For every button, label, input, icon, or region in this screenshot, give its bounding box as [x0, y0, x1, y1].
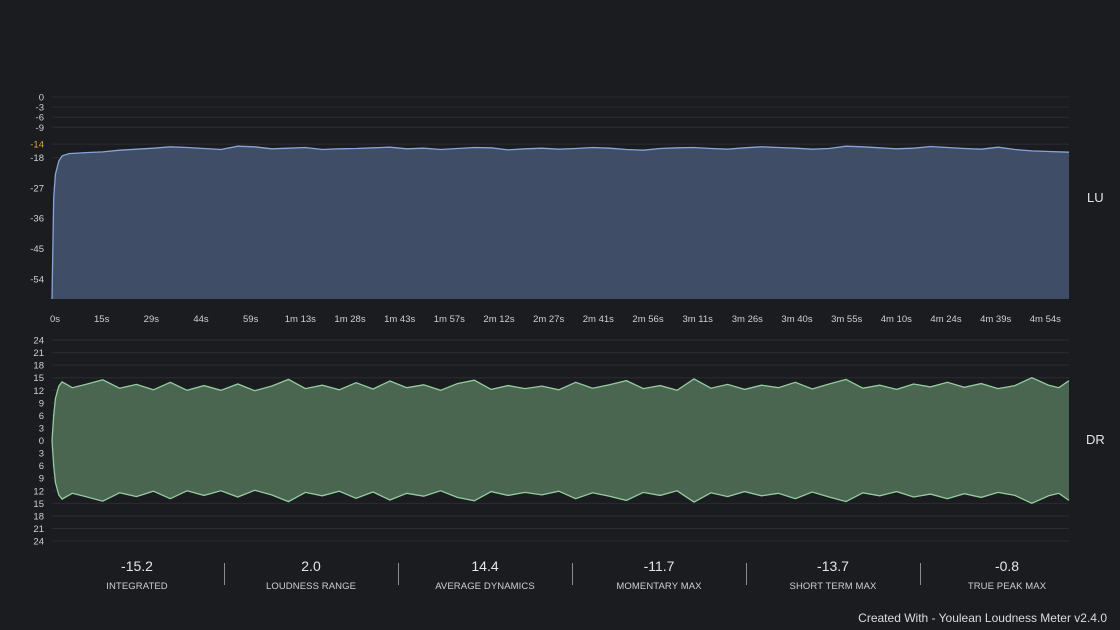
x-tick-label: 4m 54s: [1030, 314, 1061, 325]
x-tick-label: 44s: [193, 314, 209, 325]
lu-y-tick-label: -6: [36, 113, 44, 124]
lu-y-tick-label: -18: [30, 153, 44, 164]
dr-y-tick-label: 9: [39, 398, 44, 409]
dr-y-tick-label: 24: [33, 537, 44, 548]
dr-y-tick-label: 21: [33, 524, 44, 535]
dr-y-tick-label: 24: [33, 336, 44, 347]
x-tick-label: 3m 26s: [732, 314, 763, 325]
x-tick-label: 1m 57s: [434, 314, 465, 325]
lu-y-tick-label: -27: [30, 183, 44, 194]
x-tick-label: 3m 11s: [682, 314, 713, 325]
stat-loudness-range: 2.0 LOUDNESS RANGE: [224, 558, 398, 592]
lu-y-tick-label: -14: [30, 140, 44, 151]
dr-y-tick-label: 21: [33, 348, 44, 359]
stat-value: 2.0: [301, 558, 321, 574]
dr-y-tick-label: 12: [33, 486, 44, 497]
dr-y-tick-label: 3: [39, 449, 44, 460]
x-tick-label: 3m 40s: [781, 314, 812, 325]
divider: [920, 563, 921, 585]
divider: [224, 563, 225, 585]
dr-y-tick-label: 6: [39, 461, 44, 472]
dr-unit-label: DR: [1086, 432, 1105, 447]
stat-value: -0.8: [994, 558, 1020, 574]
stat-label: INTEGRATED: [106, 581, 168, 592]
lu-y-tick-label: -3: [36, 103, 44, 114]
x-tick-label: 2m 12s: [483, 314, 514, 325]
stat-value: -13.7: [817, 558, 849, 574]
lu-y-tick-label: -36: [30, 214, 44, 225]
x-tick-label: 4m 10s: [881, 314, 912, 325]
x-tick-label: 4m 39s: [980, 314, 1011, 325]
dr-y-tick-label: 12: [33, 386, 44, 397]
x-tick-label: 15s: [94, 314, 110, 325]
x-tick-label: 2m 27s: [533, 314, 564, 325]
dr-upper-line: [51, 376, 1070, 441]
dr-lower-line: [51, 440, 1070, 505]
dr-y-tick-label: 0: [39, 436, 44, 447]
stat-value: -11.7: [643, 558, 675, 574]
footer-credit: Created With - Youlean Loudness Meter v2…: [858, 611, 1107, 625]
dr-area: [52, 377, 1069, 504]
stat-true-peak-max: -0.8 TRUE PEAK MAX: [920, 558, 1094, 592]
dr-y-tick-label: 18: [33, 511, 44, 522]
stat-label: SHORT TERM MAX: [789, 581, 877, 592]
stat-integrated: -15.2 INTEGRATED: [50, 558, 224, 592]
stat-label: MOMENTARY MAX: [616, 581, 702, 592]
lu-area: [52, 146, 1069, 299]
stat-label: TRUE PEAK MAX: [967, 581, 1047, 592]
dr-y-tick-label: 3: [39, 423, 44, 434]
stat-value: -15.2: [121, 558, 153, 574]
lu-y-tick-label: -54: [30, 274, 44, 285]
divider: [746, 563, 747, 585]
x-tick-label: 2m 56s: [632, 314, 663, 325]
dr-y-tick-label: 15: [33, 499, 44, 510]
x-tick-label: 3m 55s: [831, 314, 862, 325]
x-tick-label: 1m 43s: [384, 314, 415, 325]
dr-y-tick-label: 9: [39, 474, 44, 485]
stat-label: AVERAGE DYNAMICS: [435, 581, 535, 592]
dr-y-tick-label: 15: [33, 373, 44, 384]
lu-y-tick-label: 0: [39, 93, 44, 104]
x-tick-label: 59s: [243, 314, 259, 325]
divider: [572, 563, 573, 585]
divider: [398, 563, 399, 585]
x-tick-label: 2m 41s: [583, 314, 614, 325]
x-tick-label: 4m 24s: [930, 314, 961, 325]
x-tick-label: 0s: [50, 314, 60, 325]
lu-y-tick-label: -45: [30, 244, 44, 255]
stat-short-term-max: -13.7 SHORT TERM MAX: [746, 558, 920, 592]
lu-y-tick-label: -9: [36, 123, 44, 134]
stat-average-dynamics: 14.4 AVERAGE DYNAMICS: [398, 558, 572, 592]
dr-y-tick-label: 18: [33, 361, 44, 372]
lu-unit-label: LU: [1087, 190, 1104, 205]
x-tick-label: 29s: [144, 314, 160, 325]
stat-momentary-max: -11.7 MOMENTARY MAX: [572, 558, 746, 592]
stat-value: 14.4: [471, 558, 499, 574]
dr-y-tick-label: 6: [39, 411, 44, 422]
stat-label: LOUDNESS RANGE: [265, 581, 357, 592]
x-tick-label: 1m 28s: [334, 314, 365, 325]
lu-line: [51, 145, 1070, 300]
x-tick-label: 1m 13s: [285, 314, 316, 325]
